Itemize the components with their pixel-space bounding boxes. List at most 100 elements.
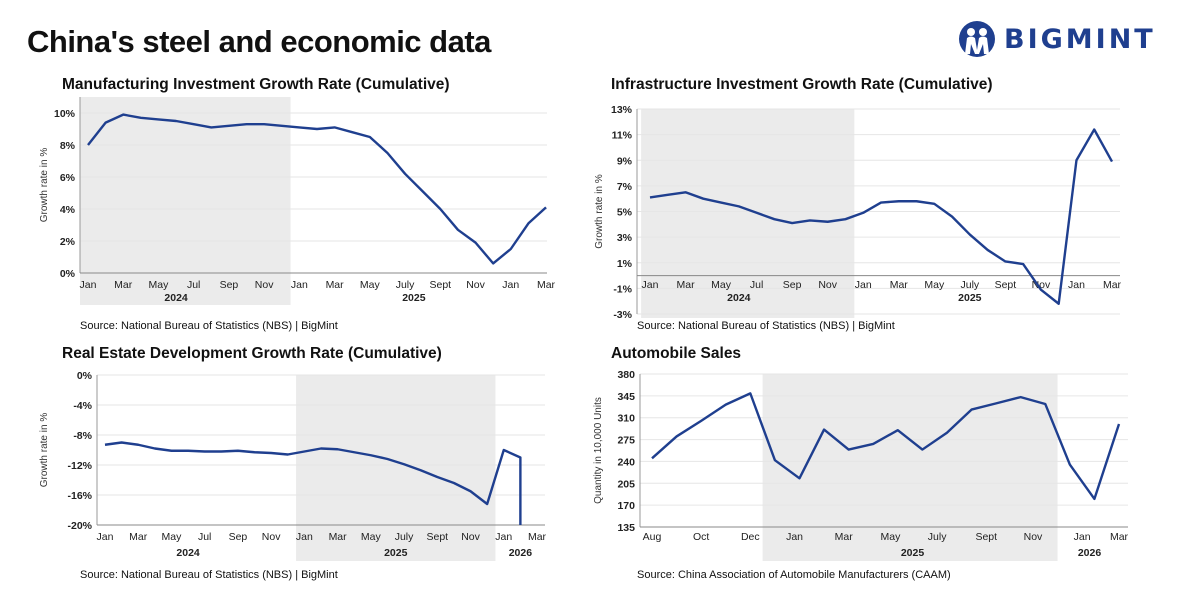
source-infrastructure: Source: National Bureau of Statistics (N…	[637, 320, 895, 332]
page-title: China's steel and economic data	[27, 24, 491, 59]
series-line	[651, 392, 1121, 501]
y-tick-label: -12%	[67, 460, 92, 472]
x-tick-label: July	[396, 279, 415, 291]
x-tick-label: Jan	[502, 279, 519, 291]
year-label: 2025	[958, 292, 982, 304]
x-tick-label: Mar	[326, 279, 345, 291]
y-tick-label: 240	[617, 456, 635, 468]
x-tick-label: July	[961, 279, 980, 291]
y-tick-label: 275	[617, 435, 635, 447]
y-axis-label: Quantity in 10,000 Units	[593, 397, 604, 504]
x-tick-label: Oct	[693, 531, 709, 543]
x-tick-label: May	[360, 279, 381, 291]
y-tick-label: 6%	[60, 172, 76, 184]
y-axis-label: Growth rate in %	[39, 413, 50, 488]
x-tick-label: Mar	[537, 279, 556, 291]
x-tick-label: Sep	[783, 279, 802, 291]
year-label: 2024	[727, 292, 751, 304]
x-tick-label: Jan	[80, 279, 97, 291]
chart-title-automobile: Automobile Sales	[611, 345, 742, 362]
y-tick-label: 11%	[612, 130, 633, 142]
y-tick-label: 13%	[611, 104, 633, 116]
y-tick-label: 7%	[617, 181, 633, 193]
x-tick-label: Jan	[495, 531, 512, 543]
x-tick-label: Aug	[643, 531, 662, 543]
x-tick-label: Mar	[890, 279, 909, 291]
x-tick-label: Jul	[750, 279, 763, 291]
y-tick-label: -20%	[67, 520, 92, 532]
bigmint-logo-icon	[959, 21, 995, 57]
x-tick-label: Jan	[291, 279, 308, 291]
x-tick-label: Sept	[975, 531, 997, 543]
x-tick-label: Jan	[97, 531, 114, 543]
x-tick-label: July	[928, 531, 947, 543]
shaded-period	[762, 374, 1058, 561]
y-tick-label: 8%	[60, 140, 76, 152]
x-tick-label: Jan	[1074, 531, 1091, 543]
y-tick-label: -8%	[73, 430, 92, 442]
year-label: 2026	[509, 547, 533, 559]
x-tick-label: Sept	[427, 531, 449, 543]
x-tick-label: Mar	[528, 531, 547, 543]
shaded-period	[641, 109, 855, 318]
y-tick-label: -1%	[613, 283, 632, 295]
x-tick-label: Dec	[741, 531, 760, 543]
x-tick-label: Mar	[835, 531, 854, 543]
y-tick-label: 380	[617, 369, 635, 381]
x-tick-label: Jul	[187, 279, 200, 291]
x-tick-label: Jan	[855, 279, 872, 291]
x-tick-label: Sept	[995, 279, 1017, 291]
y-axis-label: Growth rate in %	[594, 174, 605, 249]
y-tick-label: 4%	[60, 204, 76, 216]
x-tick-label: Jan	[296, 531, 313, 543]
year-label: 2026	[1078, 547, 1102, 559]
year-label: 2024	[164, 292, 188, 304]
y-tick-label: 0%	[60, 268, 76, 280]
x-tick-label: Nov	[255, 279, 274, 291]
shaded-period	[296, 375, 496, 561]
y-tick-label: 170	[617, 500, 635, 512]
x-tick-label: Nov	[818, 279, 837, 291]
year-label: 2025	[901, 547, 925, 559]
x-tick-label: Sep	[220, 279, 239, 291]
x-tick-label: Jul	[198, 531, 211, 543]
x-tick-label: Jan	[642, 279, 659, 291]
source-automobile: Source: China Association of Automobile …	[637, 569, 951, 581]
year-label: 2025	[402, 292, 426, 304]
x-tick-label: Mar	[1103, 279, 1122, 291]
x-tick-label: Mar	[114, 279, 133, 291]
x-tick-label: Mar	[1110, 531, 1129, 543]
y-tick-label: 3%	[617, 232, 633, 244]
x-tick-label: Sept	[430, 279, 452, 291]
x-tick-label: Jan	[786, 531, 803, 543]
y-axis-label: Growth rate in %	[39, 148, 50, 223]
x-tick-label: Sep	[229, 531, 248, 543]
y-tick-label: 310	[617, 413, 635, 425]
x-tick-label: May	[924, 279, 945, 291]
y-tick-label: 10%	[54, 108, 76, 120]
y-tick-label: 5%	[617, 207, 633, 219]
chart-title-manufacturing: Manufacturing Investment Growth Rate (Cu…	[62, 76, 450, 93]
y-tick-label: 345	[617, 391, 635, 403]
x-tick-label: May	[361, 531, 382, 543]
logo-text: BIGMINT	[1004, 23, 1156, 55]
shaded-period	[80, 97, 291, 305]
x-tick-label: Nov	[461, 531, 480, 543]
x-tick-label: July	[395, 531, 414, 543]
y-tick-label: 0%	[77, 370, 93, 382]
x-tick-label: May	[149, 279, 170, 291]
x-tick-label: May	[880, 531, 901, 543]
y-tick-label: 205	[617, 478, 635, 490]
y-tick-label: 9%	[617, 155, 633, 167]
y-tick-label: -4%	[73, 400, 92, 412]
x-tick-label: Nov	[262, 531, 281, 543]
y-tick-label: 1%	[617, 258, 633, 270]
year-label: 2024	[176, 547, 200, 559]
x-tick-label: Nov	[466, 279, 485, 291]
x-tick-label: May	[162, 531, 183, 543]
x-tick-label: Jan	[1068, 279, 1085, 291]
chart-title-real-estate: Real Estate Development Growth Rate (Cum…	[62, 345, 442, 362]
x-tick-label: Nov	[1024, 531, 1043, 543]
